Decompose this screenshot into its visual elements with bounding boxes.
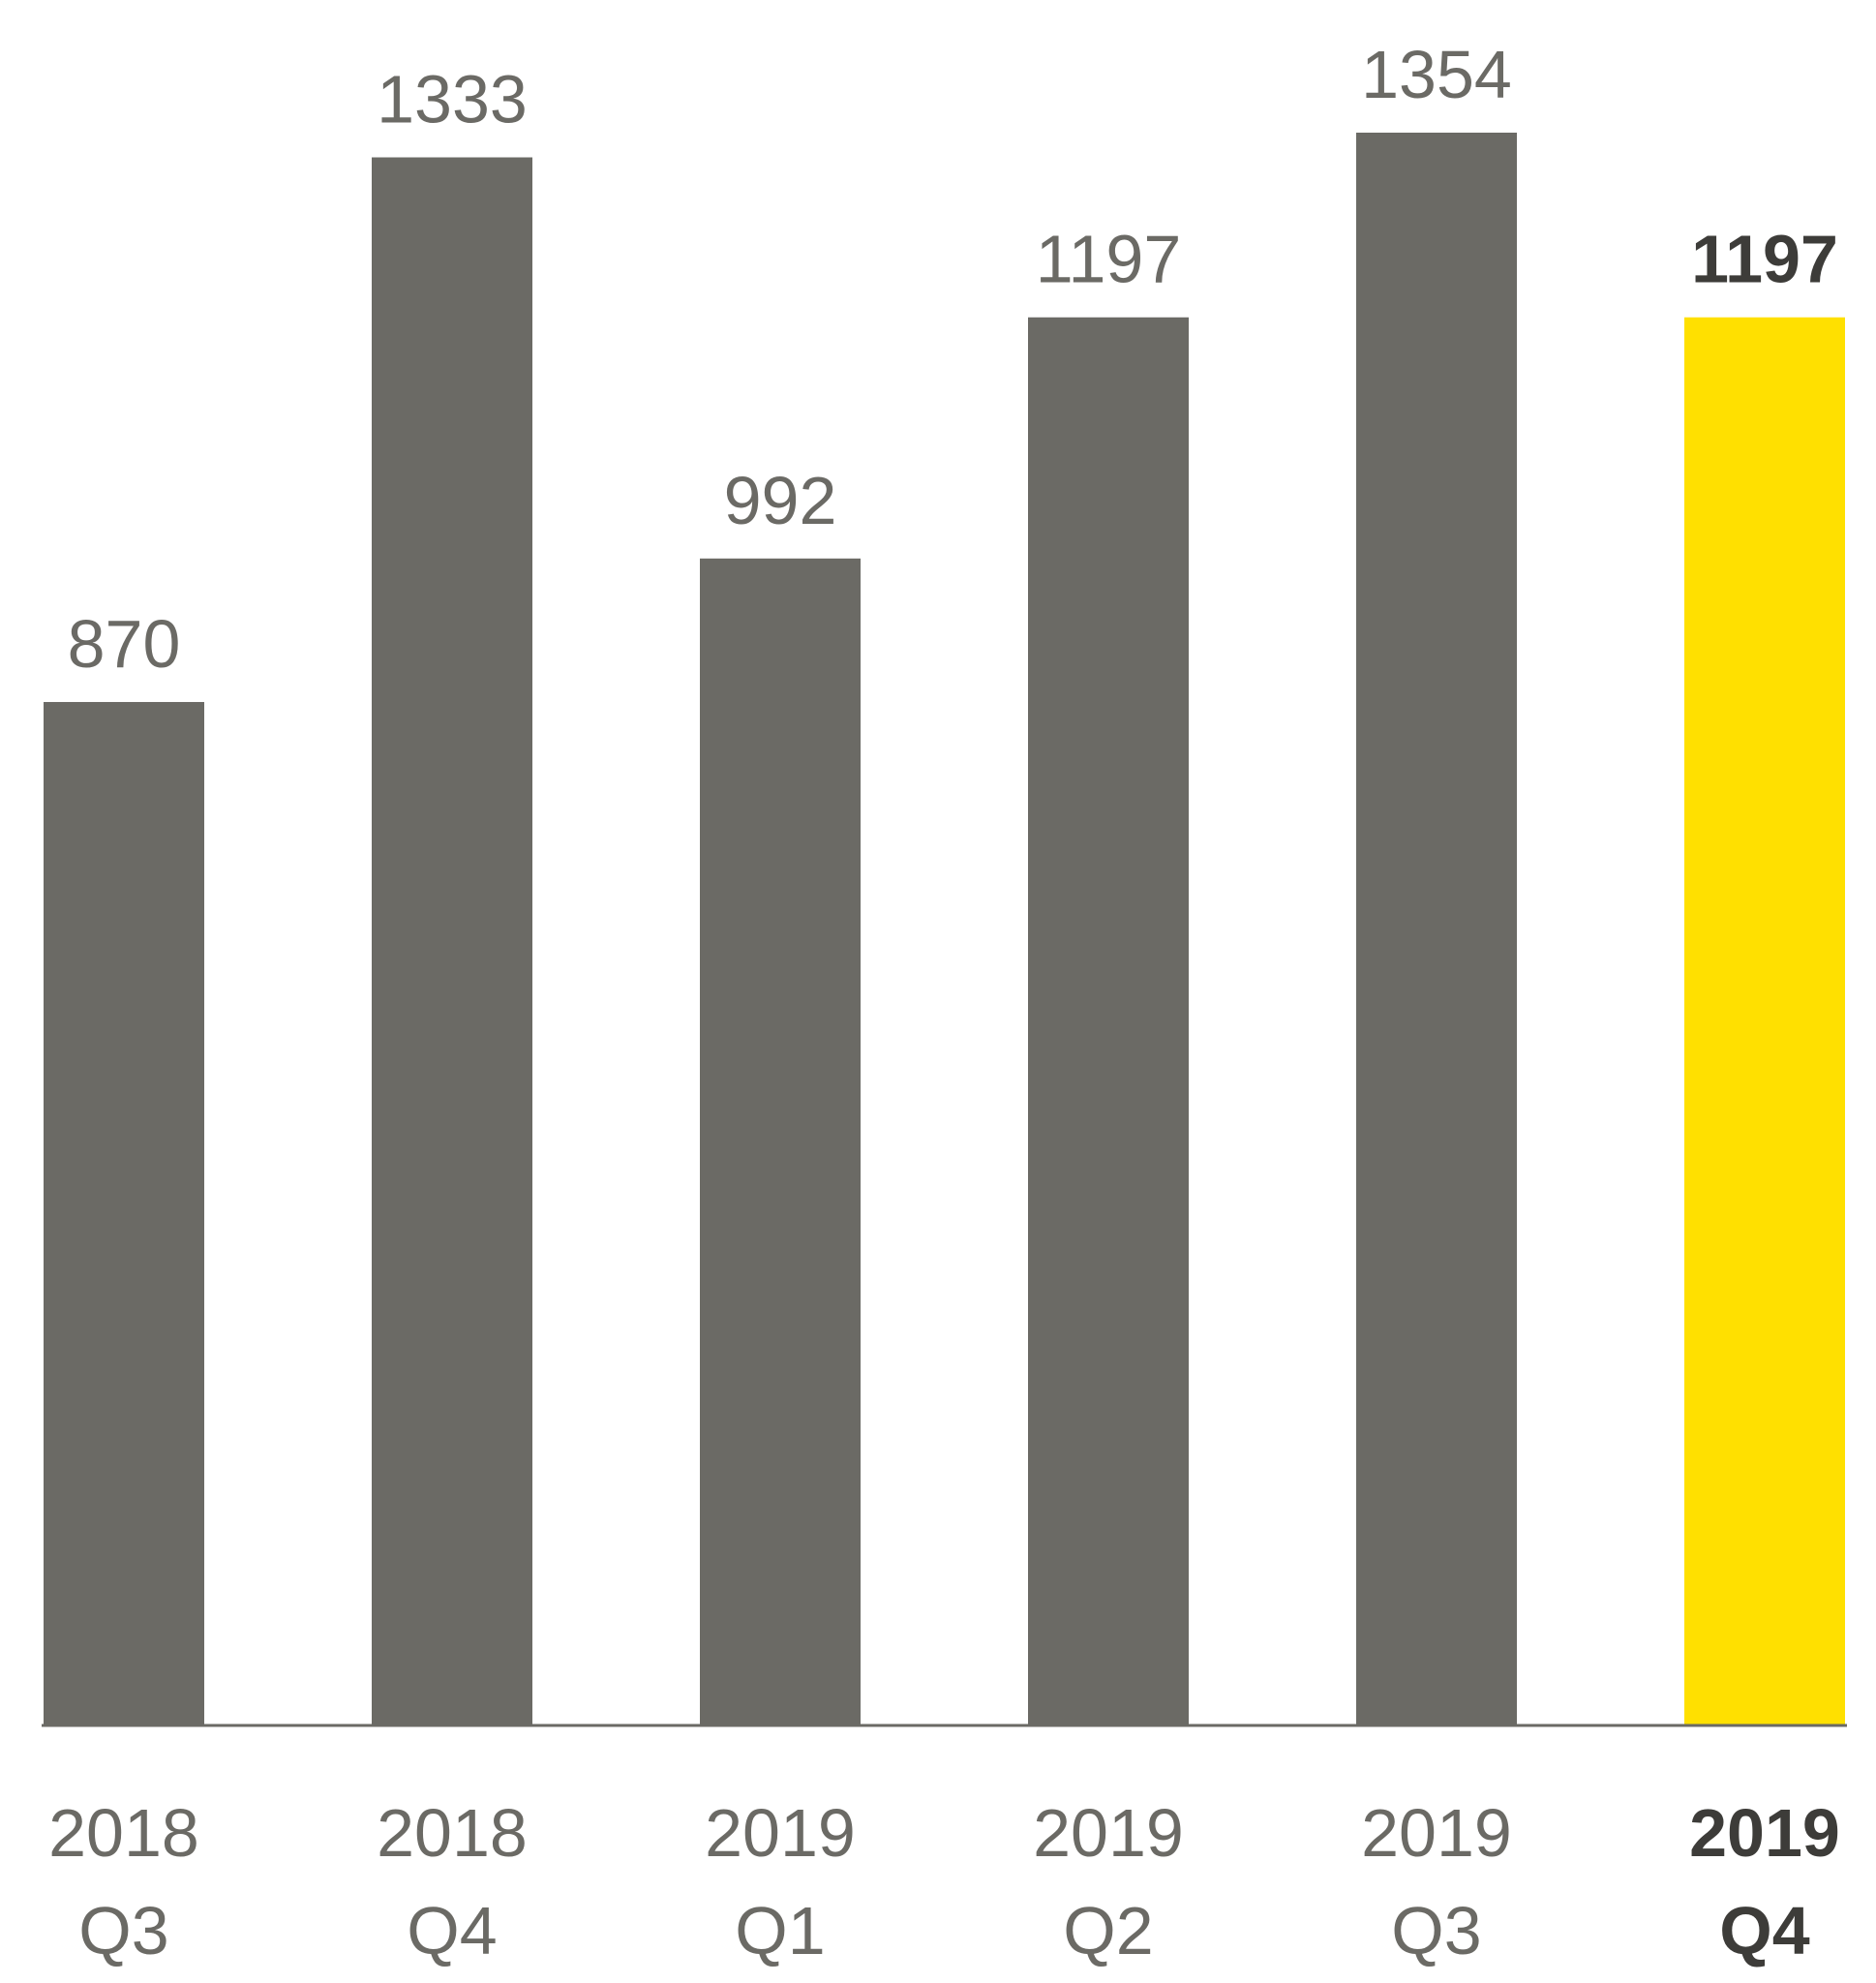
bar-0	[44, 702, 204, 1725]
category-year-label-0: 2018	[48, 1795, 199, 1871]
value-labels-layer: 870 1333 992 1197 1354 1197	[68, 37, 1838, 682]
value-label-1: 1333	[377, 62, 528, 137]
bars-layer	[44, 133, 1845, 1726]
bar-5	[1684, 317, 1845, 1726]
value-label-2: 992	[724, 463, 837, 538]
category-quarter-label-5: Q4	[1719, 1893, 1809, 1968]
category-quarter-label-1: Q4	[407, 1893, 497, 1968]
value-label-0: 870	[68, 606, 181, 682]
value-label-5: 1197	[1691, 222, 1838, 297]
value-label-3: 1197	[1036, 222, 1182, 297]
category-year-label-5: 2019	[1689, 1795, 1840, 1871]
bar-3	[1028, 317, 1189, 1726]
category-year-label-2: 2019	[705, 1795, 856, 1871]
category-quarter-label-4: Q3	[1391, 1893, 1481, 1968]
category-year-label-4: 2019	[1361, 1795, 1512, 1871]
bar-1	[372, 157, 532, 1725]
category-quarter-label-3: Q2	[1063, 1893, 1153, 1968]
category-quarter-label-2: Q1	[735, 1893, 825, 1968]
category-year-label-1: 2018	[377, 1795, 528, 1871]
bar-2	[700, 558, 861, 1726]
value-label-4: 1354	[1361, 37, 1512, 112]
category-year-label-3: 2019	[1033, 1795, 1184, 1871]
category-quarter-label-0: Q3	[78, 1893, 168, 1968]
category-labels-layer: 2018 Q3 2018 Q4 2019 Q1 2019 Q2 2019 Q3 2019 Q4	[48, 1795, 1840, 1968]
bar-4	[1356, 133, 1517, 1725]
